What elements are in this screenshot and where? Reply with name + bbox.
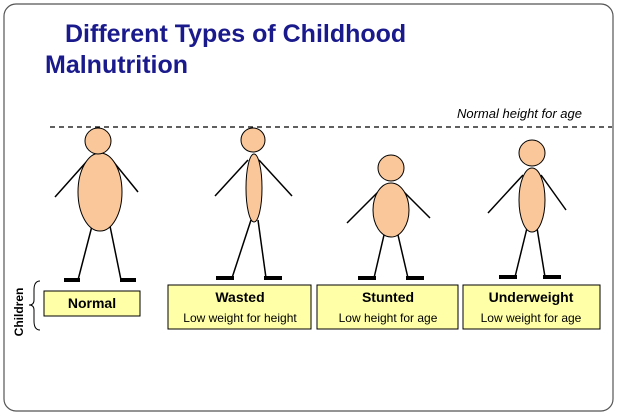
figure-stunted — [346, 154, 431, 280]
reference-label: Normal height for age — [457, 106, 582, 121]
figure-wasted — [214, 127, 293, 280]
type-name: Normal — [68, 295, 116, 311]
type-name: Underweight — [489, 289, 574, 305]
type-name: Stunted — [362, 289, 414, 305]
figure-underweight — [487, 139, 567, 279]
label-box — [43, 290, 141, 317]
group-label: Children — [12, 288, 26, 337]
type-name: Wasted — [215, 289, 264, 305]
title-line: Different Types of Childhood — [65, 20, 406, 48]
slide-frame — [3, 3, 614, 412]
label-box — [167, 284, 312, 330]
brace — [28, 280, 41, 331]
type-description: Low height for age — [339, 311, 438, 325]
type-description: Low weight for height — [183, 311, 297, 325]
title-line: Malnutrition — [45, 51, 188, 79]
label-box — [316, 284, 459, 330]
figure-normal — [54, 127, 139, 282]
label-box — [462, 284, 601, 330]
type-description: Low weight for age — [481, 311, 582, 325]
